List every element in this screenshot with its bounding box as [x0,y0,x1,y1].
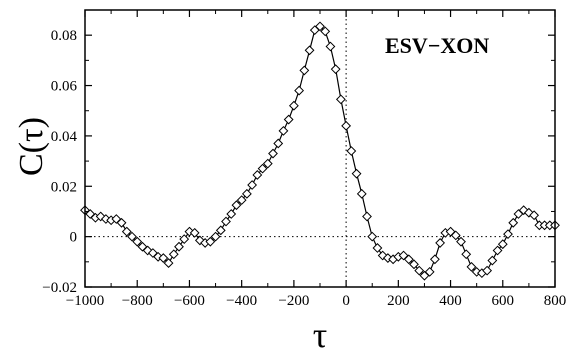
data-point [461,249,472,260]
x-tick-label: −400 [226,293,257,309]
data-point [304,45,315,56]
data-point [508,217,519,228]
x-tick-label: −800 [122,293,153,309]
data-point [325,41,336,52]
y-tick-label: 0.04 [51,129,78,145]
chart-annotation: ESV−XON [385,33,489,58]
data-point [210,231,221,242]
data-point [487,255,498,266]
data-point [492,245,503,256]
data-point [278,125,289,136]
data-point [121,226,132,237]
data-point [215,225,226,236]
y-tick-label: 0.08 [51,28,77,44]
x-tick-label: 200 [387,293,410,309]
data-point [482,265,493,276]
data-point [341,120,352,131]
data-point [346,146,357,156]
x-tick-label: −200 [278,293,309,309]
data-point [450,230,461,241]
reference-lines [85,10,555,287]
data-point [252,170,263,180]
data-point [95,211,106,222]
data-point [132,236,143,247]
data-point [466,261,477,272]
data-point [299,65,310,76]
data-point [247,180,258,190]
data-point [497,239,508,250]
data-point [127,231,137,242]
data-point [362,211,372,222]
x-tick-label: 0 [342,293,350,309]
data-point [226,209,237,219]
data-point [221,216,231,227]
data-point [179,234,190,245]
y-tick-label: 0 [70,230,78,246]
series-line [84,25,555,277]
data-point [414,265,425,276]
data-point [335,94,346,105]
data-point [194,235,205,246]
data-point [168,249,179,260]
data-point [294,85,305,96]
data-point [456,236,466,247]
data-point [424,266,435,277]
data-point [372,243,383,253]
y-tick-label: 0.02 [51,179,77,195]
data-point [111,214,122,224]
x-tick-label: 800 [544,293,567,309]
data-point [315,21,325,32]
ticks: −1000 −800 −600 −400 −200 0 200 400 600 800 −0.02 0… [42,10,566,309]
y-tick-label: 0.06 [51,79,78,95]
data-point [429,254,440,265]
data-point [435,238,446,248]
data-point [236,195,247,206]
x-tick-label: 600 [492,293,515,309]
data-point [163,258,174,268]
data-point [403,254,414,265]
data-point [273,138,284,149]
data-point [205,236,216,247]
x-axis-label: τ [313,315,327,353]
data-point [174,241,184,252]
data-point [100,214,111,224]
data-point [189,227,200,238]
y-tick-label: −0.02 [42,280,77,296]
data-point [330,64,341,75]
x-tick-label: −1000 [66,293,104,309]
data-point [529,210,540,221]
data-point [320,26,331,37]
data-point [503,229,513,240]
data-point [262,158,273,169]
series-layer [80,21,560,281]
data-point [409,259,419,270]
y-axis-label: C(τ) [13,117,50,176]
data-point [283,114,294,125]
data-point [367,231,378,242]
x-tick-label: −600 [174,293,205,309]
data-point [288,100,299,111]
x-tick-label: 400 [439,293,462,309]
data-point [268,148,278,159]
data-point [147,248,158,258]
data-point [241,188,252,199]
data-point [116,217,127,228]
data-point [257,163,268,174]
data-point [231,200,242,211]
data-point [351,168,362,179]
data-point [356,188,367,199]
data-point [158,253,169,263]
